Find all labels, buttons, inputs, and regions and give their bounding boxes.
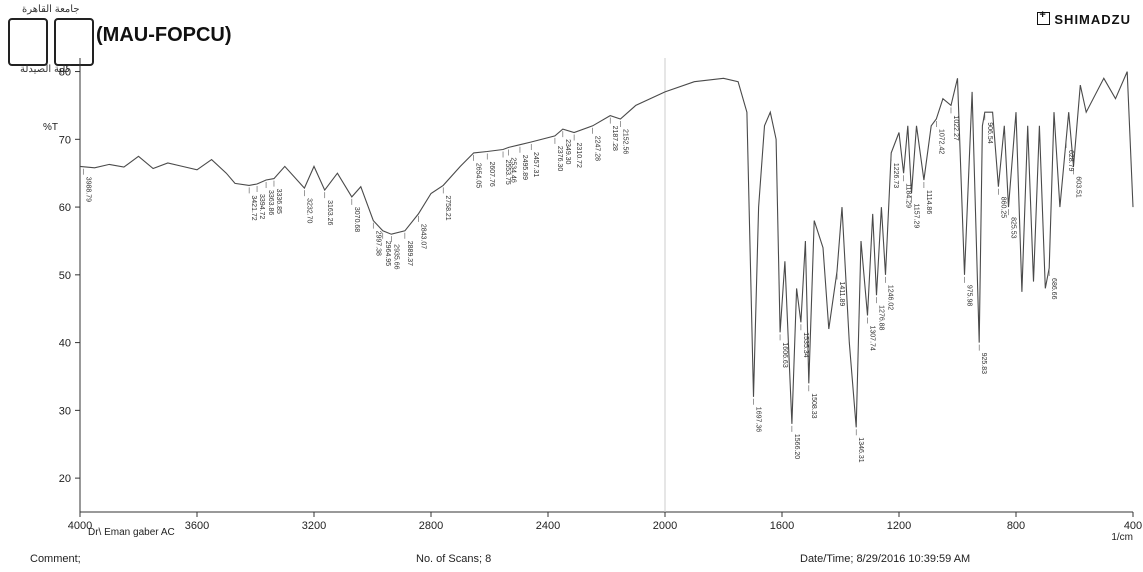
peak-label: 2964.95 [384, 241, 391, 266]
x-tick-label: 2000 [653, 520, 677, 532]
y-tick-label: 20 [59, 473, 71, 485]
x-tick-label: 3200 [302, 520, 326, 532]
peak-label: 2935.66 [392, 244, 399, 269]
peak-label: 2843.07 [419, 224, 426, 249]
peak-label: 2889.37 [406, 241, 413, 266]
x-tick-label: 4000 [68, 520, 92, 532]
peak-label: 1535.34 [802, 332, 809, 357]
university-seal-icon [8, 18, 48, 66]
peak-label: 860.25 [999, 197, 1006, 219]
peak-label: 2495.89 [521, 155, 528, 180]
peak-label: 2310.72 [575, 143, 582, 168]
x-tick-label: 1600 [770, 520, 794, 532]
peak-label: 1072.42 [937, 129, 944, 154]
peak-label: 2534.46 [510, 157, 517, 182]
peak-label: 3363.86 [267, 190, 274, 215]
peak-label: 2607.76 [488, 162, 495, 187]
faculty-seal-icon [54, 18, 94, 66]
peak-label: 2376.30 [556, 146, 563, 171]
shimadzu-icon [1037, 9, 1051, 25]
peak-label: 1566.20 [793, 434, 800, 459]
x-tick-label: 1200 [887, 520, 911, 532]
peak-label: 1697.36 [755, 407, 762, 432]
brand-name: SHIMADZU [1054, 12, 1131, 27]
x-tick-label: 2800 [419, 520, 443, 532]
peak-label: 1307.74 [868, 325, 875, 350]
peak-label: 2187.28 [611, 126, 618, 151]
university-name-arabic: جامعة القاهرة [22, 4, 80, 15]
peak-label: 3421.72 [250, 195, 257, 220]
peak-label: 3336.85 [275, 189, 282, 214]
peak-label: 2247.28 [594, 136, 601, 161]
y-tick-label: 30 [59, 405, 71, 417]
peak-label: 3232.70 [305, 198, 312, 223]
y-tick-label: 80 [59, 67, 71, 79]
x-tick-label: 2400 [536, 520, 560, 532]
university-logo: جامعة القاهرة كلية الصيدلة [8, 4, 98, 76]
peak-label: 1276.88 [878, 305, 885, 330]
brand-logo: SHIMADZU [1037, 9, 1131, 27]
peak-label: 603.51 [1074, 176, 1081, 198]
peak-label: 1184.29 [905, 183, 912, 208]
x-tick-label: 400 [1124, 520, 1142, 532]
peak-label: 2457.31 [532, 152, 539, 177]
peak-label: 1022.27 [952, 115, 959, 140]
peak-label: 686.66 [1050, 278, 1057, 300]
peak-label: 2349.30 [564, 139, 571, 164]
x-tick-label: 3600 [185, 520, 209, 532]
peak-label: 1606.63 [781, 342, 788, 367]
peak-label: 1411.89 [838, 281, 845, 306]
peak-label: 3163.26 [326, 200, 333, 225]
faculty-name-arabic: كلية الصيدلة [20, 64, 71, 75]
x-axis-label: 1/cm [1111, 532, 1133, 543]
spectrum-trace [79, 71, 1134, 428]
peak-label: 1508.33 [810, 393, 817, 418]
peak-label: 3070.68 [353, 207, 360, 232]
lab-title: (MAU-FOPCU) [96, 24, 232, 46]
peak-label: 2758.21 [444, 195, 451, 220]
peak-label: 3988.79 [84, 177, 91, 202]
datetime-label: Date/Time; 8/29/2016 10:39:59 AM [800, 553, 971, 565]
scans-label: No. of Scans; 8 [416, 553, 492, 565]
comment-label: Comment; [30, 553, 81, 565]
y-tick-label: 50 [59, 270, 71, 282]
y-axis-label: %T [43, 122, 58, 133]
peak-label: 1226.73 [892, 163, 899, 188]
peak-label: 906.54 [986, 122, 993, 144]
peak-label: 1346.31 [857, 437, 864, 462]
peak-label: 2997.38 [374, 231, 381, 256]
peak-label: 925.83 [980, 353, 987, 375]
peak-label: 975.98 [966, 285, 973, 307]
y-tick-label: 70 [59, 134, 71, 146]
peak-label: 2654.05 [475, 163, 482, 188]
peak-label: 2152.56 [621, 129, 628, 154]
y-tick-label: 60 [59, 202, 71, 214]
peak-label: 2553.75 [504, 159, 511, 184]
peak-label: 1114.86 [925, 190, 932, 214]
peak-label: 825.53 [1010, 217, 1017, 239]
x-tick-label: 800 [1007, 520, 1025, 532]
peak-label: 1157.29 [912, 204, 919, 229]
peak-label: 1246.02 [887, 285, 894, 310]
peak-label: 3394.72 [258, 194, 265, 219]
y-tick-label: 40 [59, 338, 71, 350]
sample-label: Dr\ Eman gaber AC [88, 527, 175, 538]
peak-label: 628.79 [1067, 150, 1074, 172]
